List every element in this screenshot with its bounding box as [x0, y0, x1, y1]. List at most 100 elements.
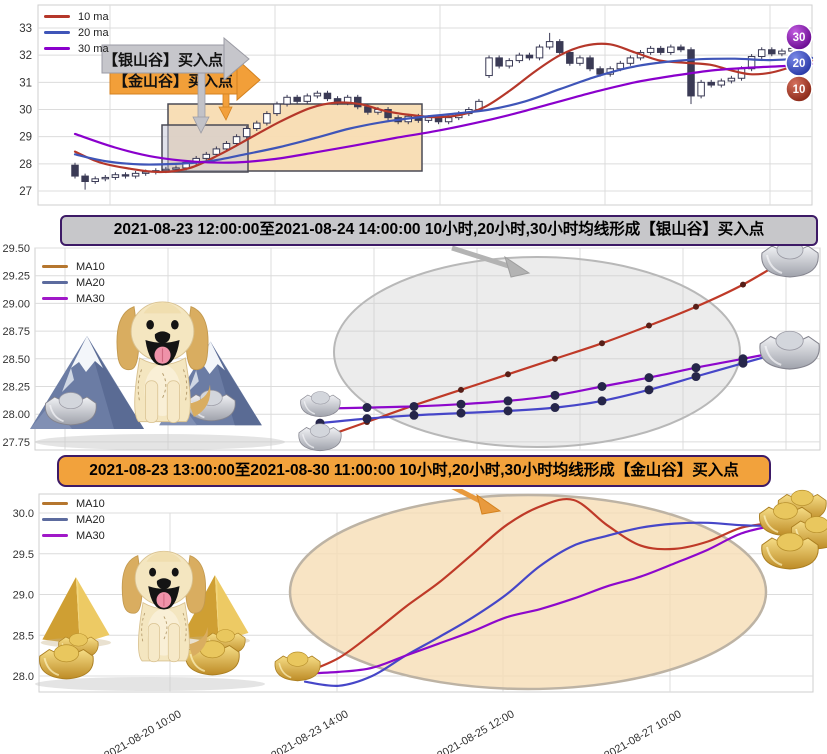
data-point-MA30 [691, 363, 701, 373]
y-tick-label: 29.25 [2, 271, 30, 283]
y-tick-label: 30 [19, 105, 32, 117]
legend-label: MA30 [76, 292, 105, 305]
badge-20-label: 20 [793, 58, 806, 70]
candle-up [202, 153, 211, 159]
legend-candlestick: 10 ma 20 ma 30 ma [44, 9, 109, 56]
ma-line-20ma [73, 56, 814, 166]
candlestick-panel: 33 32 31 30 29 28 27 【金山谷】买入点 【银山谷】买入点 30 20 1… [19, 4, 814, 206]
candle-up [646, 47, 655, 53]
candle-down [384, 109, 392, 119]
candle-up [232, 136, 241, 144]
candle-up [757, 49, 766, 58]
y-tick-label: 29 [19, 132, 32, 144]
y-tick-label: 31 [19, 77, 32, 89]
candle-up [485, 57, 493, 77]
series-lines [303, 497, 777, 688]
data-point-MA10 [552, 355, 558, 362]
data-point-MA30 [597, 382, 607, 391]
series-line-MA20 [303, 521, 777, 688]
y-tick-label: 29.00 [2, 298, 30, 310]
y-tick-label: 28 [19, 159, 32, 171]
orange-down-arrow [222, 93, 230, 109]
ma-lines [73, 42, 814, 174]
data-point-MA30 [644, 373, 654, 383]
candle-up [576, 57, 584, 64]
candle-down [656, 47, 665, 53]
x-tick-label: 2021-08-27 10:00 [602, 708, 683, 754]
y-tick-label: 27.75 [2, 437, 30, 449]
candle-up [444, 117, 453, 123]
data-point-MA10 [646, 322, 652, 329]
candle-down [354, 96, 362, 108]
legend-label: MA30 [76, 529, 105, 542]
candle-down [71, 164, 79, 177]
data-point-MA20 [550, 403, 560, 413]
y-tick-label: 29.5 [13, 549, 34, 561]
legend-silver-valley: MA10 MA20 MA30 [42, 259, 105, 306]
badge-10 [785, 75, 813, 103]
legend-gold-valley: MA10 MA20 MA30 [42, 496, 105, 543]
highlight-ellipse [288, 493, 768, 691]
data-point-MA30 [550, 390, 560, 400]
legend-item: MA30 [42, 528, 105, 543]
candle-up [91, 178, 99, 183]
legend-swatch [42, 502, 68, 505]
scene-gold [35, 550, 265, 691]
data-point-MA20 [362, 414, 372, 424]
legend-item: MA20 [42, 512, 105, 527]
legend-item: MA10 [42, 259, 105, 274]
candle-up [313, 92, 322, 97]
scene-silver [30, 301, 285, 450]
legend-item: 10 ma [44, 9, 109, 24]
y-tick-label: 28.75 [2, 326, 30, 338]
y-tick-label: 33 [19, 23, 32, 35]
y-axis-ticks: 30.0 29.5 29.0 28.5 28.0 [13, 508, 34, 683]
data-point-MA20 [691, 372, 701, 382]
y-tick-label: 28.5 [13, 630, 34, 642]
x-axis-ticks: 2021-08-20 10:00 2021-08-23 14:00 2021-08-… [102, 708, 683, 754]
legend-swatch [42, 297, 68, 300]
legend-swatch [42, 265, 68, 268]
candle-up [131, 172, 140, 177]
candle-up [162, 168, 170, 172]
candle-up [545, 41, 554, 48]
gold-valley-title: 2021-08-23 13:00:00至2021-08-30 11:00:00 … [57, 455, 771, 487]
candle-up [253, 122, 261, 130]
legend-label: 30 ma [78, 42, 109, 55]
candle-up [778, 50, 786, 55]
data-point-MA30 [362, 403, 372, 413]
legend-swatch [44, 31, 70, 34]
y-axis-ticks: 29.50 29.25 29.00 28.75 28.50 28.25 28.00 27.75 [2, 243, 30, 449]
badge-30-label: 30 [793, 32, 806, 44]
grid-lines [35, 247, 820, 450]
data-point-MA10 [599, 340, 605, 347]
candle-up [515, 54, 524, 62]
candle-down [586, 57, 594, 70]
silver-banner-label: 【银山谷】买入点 [103, 51, 223, 69]
data-point-MA20 [456, 408, 466, 418]
y-tick-label: 28.50 [2, 354, 30, 366]
candle-up [242, 128, 251, 138]
candle-up [303, 95, 312, 102]
silver-valley-title: 2021-08-23 12:00:00至2021-08-24 14:00:00 … [60, 215, 818, 246]
y-tick-label: 29.0 [13, 590, 34, 602]
candle-up [697, 81, 705, 97]
x-tick-label: 2021-08-23 14:00 [269, 708, 350, 754]
candle-up [626, 57, 635, 64]
ground-shadow [35, 677, 265, 691]
candle-up [535, 46, 544, 59]
legend-label: MA10 [76, 497, 105, 510]
legend-swatch [44, 15, 70, 18]
data-point-MA20 [597, 396, 607, 406]
candle-up [263, 113, 271, 124]
candle-down [555, 41, 564, 53]
series-line-MA30 [303, 524, 777, 675]
data-point-MA30 [738, 354, 748, 364]
y-tick-label: 28.00 [2, 409, 30, 421]
candle-down [323, 92, 332, 100]
data-point-MA30 [409, 401, 419, 411]
candle-up [505, 60, 513, 67]
y-tick-label: 29.50 [2, 243, 30, 255]
legend-item: MA30 [42, 291, 105, 306]
